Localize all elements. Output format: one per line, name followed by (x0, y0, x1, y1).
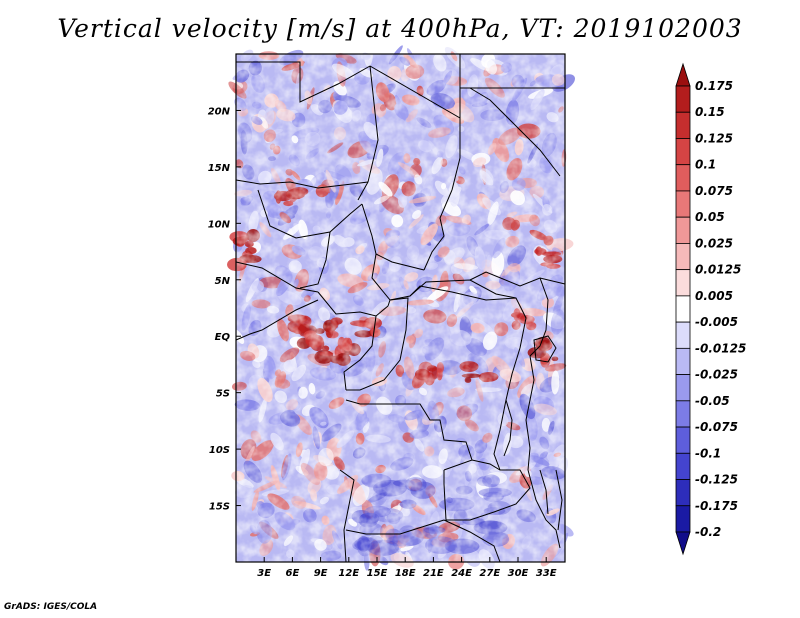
nigeria-cameroon (299, 231, 331, 289)
colorbar-label: -0.05 (695, 394, 730, 408)
colorbar-segment (675, 164, 691, 192)
cameroon-gabon (317, 291, 391, 317)
lon-tick-label: 27E (479, 568, 500, 579)
colorbar-label: 0.125 (695, 131, 733, 145)
lon-tick-label: 18E (395, 568, 416, 579)
latitude-axis: 20N 15N 10N 5N EQ 5S 10S 15S (208, 106, 241, 513)
lake-victoria (533, 335, 557, 363)
lon-tick-label: 12E (338, 568, 359, 579)
drc-east (493, 347, 521, 471)
colorbar-label: -0.075 (695, 420, 738, 434)
colorbar-segment (675, 374, 691, 402)
colorbar-label: -0.125 (695, 473, 738, 487)
congo-border (343, 315, 377, 391)
colorbar-top-arrow (675, 62, 691, 87)
colorbar-segment (675, 295, 691, 323)
niger-chad (357, 65, 379, 201)
nigeria-north (257, 189, 363, 239)
lon-tick-label: 6E (286, 568, 300, 579)
lat-tick-label: 10S (209, 445, 230, 456)
lat-tick-label: EQ (215, 332, 231, 343)
coast-gulf (235, 299, 319, 341)
colorbar-label: -0.2 (695, 525, 721, 539)
botswana (443, 519, 501, 563)
east-border-1 (529, 277, 549, 357)
sahara-border-2 (369, 65, 461, 191)
colorbar-label: -0.175 (695, 499, 738, 513)
colorbar-label: 0.0125 (695, 263, 741, 277)
sudan-south (469, 271, 566, 287)
mozambique (555, 469, 563, 531)
colorbar-segment (675, 85, 691, 113)
map-plot-area (227, 44, 575, 571)
colorbar-label: -0.1 (695, 446, 721, 460)
colorbar-segment (675, 269, 691, 297)
noise-texture (236, 54, 565, 562)
chad-sudan (423, 189, 453, 271)
colorbar-label: -0.0125 (695, 341, 746, 355)
lat-tick-label: 5S (216, 389, 230, 400)
colorbar-segment (675, 111, 691, 139)
lat-tick-label: 10N (208, 219, 231, 230)
colorbar-label: -0.005 (695, 315, 738, 329)
colorbar-segment (675, 479, 691, 507)
lon-tick-label: 3E (257, 568, 271, 579)
zambia (443, 459, 531, 521)
lon-tick-label: 30E (508, 568, 529, 579)
colorbar-label: -0.025 (695, 368, 738, 382)
colorbar-segment (675, 216, 691, 244)
east-border-3 (527, 469, 561, 549)
colorbar-label: 0.15 (695, 105, 725, 119)
mali-niger (235, 179, 369, 189)
colorbar-segment (675, 243, 691, 271)
colorbar-segment (675, 347, 691, 375)
namibia (345, 519, 445, 535)
drc-west (346, 297, 409, 391)
lat-tick-label: 15N (208, 163, 231, 174)
lon-tick-label: 24E (451, 568, 472, 579)
map-frame (235, 53, 566, 563)
lon-tick-label: 15E (367, 568, 388, 579)
longitude-axis: 3E 6E 9E 12E 15E 18E 21E 24E 27E 30E 33E (257, 557, 557, 579)
colorbar-label: 0.175 (695, 79, 733, 93)
country-borders (235, 54, 566, 563)
colorbar-label: 0.075 (695, 184, 733, 198)
lon-tick-label: 33E (536, 568, 557, 579)
lake-malawi (539, 469, 549, 515)
colorbar-segment (675, 138, 691, 166)
colorbar-bottom-arrow (675, 531, 691, 556)
colorbar-segment (675, 426, 691, 454)
lon-tick-label: 9E (314, 568, 328, 579)
colorbar-segment (675, 400, 691, 428)
sahara-border-1 (236, 61, 371, 103)
red-sea-coast (469, 87, 561, 177)
angola-south (339, 469, 355, 563)
lat-tick-label: 20N (208, 106, 231, 117)
colorbar-segment (675, 505, 691, 533)
east-border-2 (525, 355, 535, 471)
colorbar-segment (675, 321, 691, 349)
angola-north (345, 399, 473, 461)
colorbar-label: 0.1 (695, 158, 716, 172)
coast-west (235, 261, 319, 293)
colorbar-label: 0.025 (695, 236, 733, 250)
car-south (371, 253, 517, 301)
lon-tick-label: 21E (423, 568, 444, 579)
map-title: Vertical velocity [m/s] at 400hPa, VT: 2… (57, 14, 743, 43)
drc-north (409, 285, 527, 349)
colorbar: 0.175 0.15 0.125 0.1 0.075 0.05 0.025 0.0125 0.0… (675, 62, 746, 556)
colorbar-label: 0.005 (695, 289, 733, 303)
lat-tick-label: 15S (209, 502, 230, 513)
colorbar-segment (675, 190, 691, 218)
lake-tanganyika (503, 399, 513, 457)
colorbar-segment (675, 452, 691, 480)
lat-tick-label: 5N (215, 276, 231, 287)
grads-credit: GrADS: IGES/COLA (4, 602, 98, 612)
colorbar-label: 0.05 (695, 210, 725, 224)
